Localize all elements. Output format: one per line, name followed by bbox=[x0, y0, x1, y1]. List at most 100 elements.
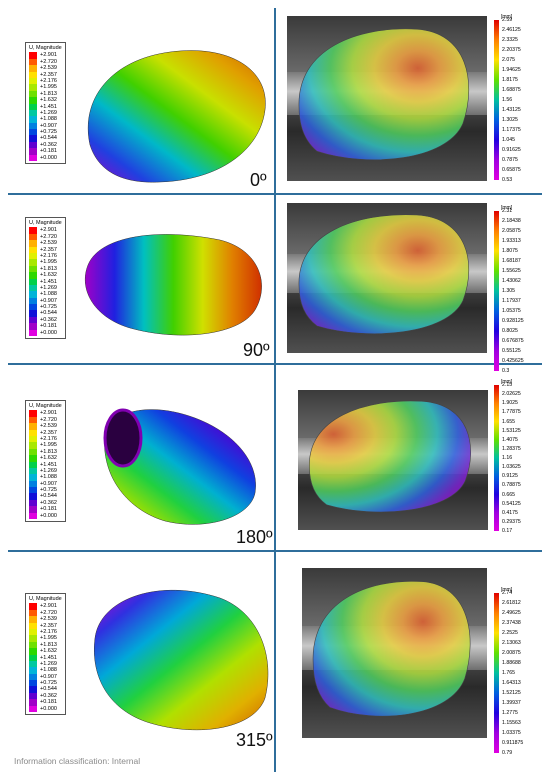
legend-item: +2.720 bbox=[29, 58, 62, 66]
scale-tick-label: 1.39937 bbox=[502, 700, 521, 706]
legend-swatch bbox=[29, 435, 37, 443]
scale-tick-label: 0.7875 bbox=[502, 157, 518, 163]
legend-title: U, Magnitude bbox=[29, 403, 62, 409]
legend-value: +1.813 bbox=[40, 90, 57, 97]
legend-value: +0.000 bbox=[40, 329, 57, 336]
scale-tick-label: 0.17 bbox=[502, 528, 513, 534]
scale-tick-label: 1.77875 bbox=[502, 409, 521, 416]
scale-tick-label: 0.425625 bbox=[502, 358, 524, 364]
scale-tick-label: 1.765 bbox=[502, 670, 515, 676]
legend-value: +0.362 bbox=[40, 316, 57, 323]
legend-item: +0.725 bbox=[29, 129, 62, 136]
legend-item: +0.362 bbox=[29, 499, 62, 507]
legend-value: +1.632 bbox=[40, 272, 57, 279]
legend-swatch bbox=[29, 692, 37, 700]
scale-gradient-bar bbox=[494, 211, 499, 371]
legend-swatch bbox=[29, 461, 37, 468]
legend-item: +2.901 bbox=[29, 410, 62, 417]
scale-tick-label: 1.17937 bbox=[502, 298, 521, 304]
legend-value: +0.362 bbox=[40, 692, 57, 699]
legend-value: +0.544 bbox=[40, 493, 57, 500]
legend-item: +0.362 bbox=[29, 692, 62, 700]
legend-swatch bbox=[29, 493, 37, 500]
scale-tick-label: 1.16 bbox=[502, 455, 513, 461]
legend-swatch bbox=[29, 109, 37, 117]
scale-tick-label: 2.2525 bbox=[502, 630, 518, 636]
legend-value: +0.000 bbox=[40, 512, 57, 519]
legend-swatch bbox=[29, 609, 37, 617]
legend-swatch bbox=[29, 316, 37, 324]
legend-swatch bbox=[29, 58, 37, 66]
legend-item: +1.632 bbox=[29, 97, 62, 104]
legend-swatch bbox=[29, 467, 37, 475]
legend-swatch bbox=[29, 154, 37, 162]
scale-unit: [mm] bbox=[501, 14, 513, 20]
scale-tick-label: 1.305 bbox=[502, 288, 515, 294]
scale-tick-label: 2.74 bbox=[502, 590, 513, 596]
scale-tick-label: 0.91625 bbox=[502, 147, 521, 153]
legend-item: +1.813 bbox=[29, 265, 62, 273]
scale-tick-label: 2.61812 bbox=[502, 600, 521, 606]
legend-swatch bbox=[29, 410, 37, 417]
scale-tick-label: 1.15563 bbox=[502, 720, 521, 726]
legend-swatch bbox=[29, 686, 37, 693]
legend-value: +0.907 bbox=[40, 480, 57, 487]
displacement-field bbox=[298, 214, 470, 334]
legend-item: +2.720 bbox=[29, 609, 62, 617]
legend-value: +0.000 bbox=[40, 154, 57, 161]
footer-classification: Information classification: Internal bbox=[14, 756, 141, 766]
legend-item: +1.451 bbox=[29, 461, 62, 468]
legend-item: +2.539 bbox=[29, 616, 62, 623]
legend-item: +1.995 bbox=[29, 259, 62, 266]
fea-mesh-surface bbox=[84, 234, 262, 336]
scale-tick-label: 1.93313 bbox=[502, 238, 521, 244]
legend-item: +1.632 bbox=[29, 272, 62, 279]
legend-value: +2.357 bbox=[40, 71, 57, 78]
scale-tick-label: 0.29375 bbox=[502, 518, 521, 525]
legend-swatch bbox=[29, 135, 37, 142]
legend-item: +1.632 bbox=[29, 648, 62, 655]
legend-value: +0.907 bbox=[40, 297, 57, 304]
legend-swatch bbox=[29, 116, 37, 123]
dic-measurement-photo bbox=[298, 390, 488, 530]
legend-swatch bbox=[29, 65, 37, 72]
scale-gradient-bar bbox=[494, 385, 499, 531]
legend-item: +2.901 bbox=[29, 603, 62, 610]
legend-item: +0.544 bbox=[29, 493, 62, 500]
fea-model-render bbox=[103, 408, 256, 525]
legend-item: +2.539 bbox=[29, 240, 62, 247]
contour-legend: U, Magnitude +2.901 +2.720 +2.539 +2.357 +2.1… bbox=[25, 217, 66, 340]
fea-model-render bbox=[84, 234, 262, 336]
legend-value: +0.907 bbox=[40, 673, 57, 680]
legend-swatch bbox=[29, 512, 37, 520]
legend-swatch bbox=[29, 141, 37, 149]
legend-item: +1.269 bbox=[29, 467, 62, 475]
scale-tick-label: 2.00875 bbox=[502, 650, 521, 656]
legend-swatch bbox=[29, 278, 37, 285]
legend-swatch bbox=[29, 654, 37, 661]
legend-swatch bbox=[29, 635, 37, 642]
legend-swatch bbox=[29, 240, 37, 247]
legend-item: +0.000 bbox=[29, 705, 62, 713]
legend-value: +2.539 bbox=[40, 240, 57, 247]
legend-value: +0.725 bbox=[40, 487, 57, 494]
legend-value: +1.995 bbox=[40, 635, 57, 642]
scale-tick-label: 1.28375 bbox=[502, 445, 521, 452]
legend-item: +1.451 bbox=[29, 654, 62, 661]
fea-mesh-surface bbox=[87, 50, 266, 183]
legend-value: +1.995 bbox=[40, 84, 57, 91]
legend-swatch bbox=[29, 227, 37, 234]
legend-swatch bbox=[29, 448, 37, 456]
legend-item: +0.181 bbox=[29, 148, 62, 155]
scale-tick-label: 1.8175 bbox=[502, 77, 518, 83]
legend-item: +0.362 bbox=[29, 141, 62, 149]
scale-tick-label: 1.3025 bbox=[502, 117, 518, 123]
legend-swatch bbox=[29, 233, 37, 241]
scale-tick-label: 2.3325 bbox=[502, 37, 518, 43]
legend-item: +1.269 bbox=[29, 109, 62, 117]
legend-item: +1.269 bbox=[29, 660, 62, 668]
legend-swatch bbox=[29, 84, 37, 91]
legend-value: +2.176 bbox=[40, 435, 57, 442]
legend-swatch bbox=[29, 660, 37, 668]
legend-item: +2.720 bbox=[29, 416, 62, 424]
